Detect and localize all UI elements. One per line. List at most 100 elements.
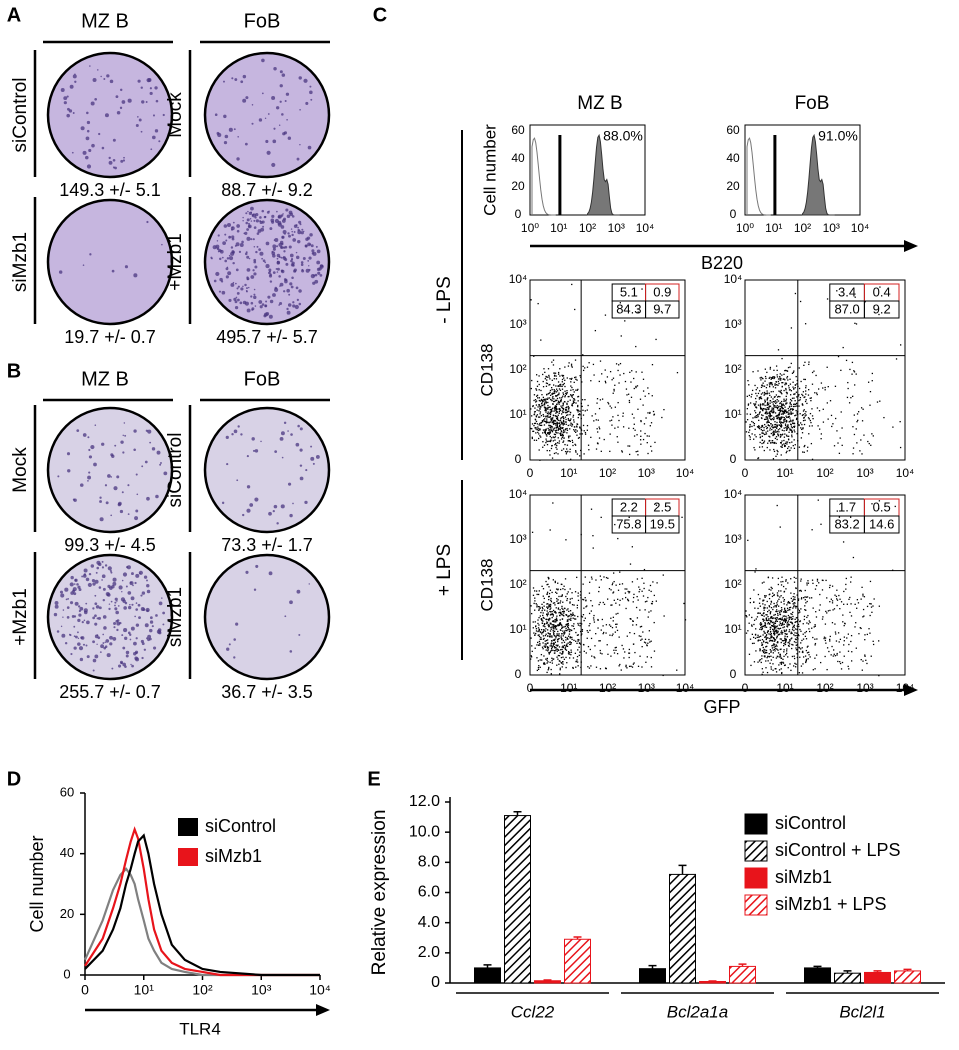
event-dot: [538, 594, 539, 595]
event-dot: [543, 635, 544, 636]
event-dot: [537, 303, 538, 304]
colony: [307, 242, 311, 246]
event-dot: [539, 408, 540, 409]
event-dot: [625, 597, 626, 598]
event-dot: [611, 425, 612, 426]
event-dot: [802, 647, 803, 648]
colony: [275, 219, 279, 223]
event-dot: [783, 649, 784, 650]
event-dot: [862, 595, 863, 596]
event-dot: [541, 633, 542, 634]
axis-label: B220: [701, 253, 743, 273]
event-dot: [900, 447, 901, 448]
event-dot: [568, 436, 569, 437]
event-dot: [561, 608, 562, 609]
colony: [76, 429, 79, 432]
event-dot: [557, 589, 558, 590]
event-dot: [636, 434, 637, 435]
event-dot: [762, 430, 763, 431]
event-dot: [556, 635, 557, 636]
event-dot: [562, 416, 563, 417]
event-dot: [785, 622, 786, 623]
event-dot: [781, 619, 782, 620]
colony: [242, 99, 246, 103]
event-dot: [803, 410, 804, 411]
event-dot: [756, 401, 757, 402]
colony: [87, 121, 90, 124]
event-dot: [547, 614, 548, 615]
event-dot: [747, 408, 748, 409]
event-dot: [534, 610, 535, 611]
event-dot: [826, 669, 827, 670]
event-dot: [599, 587, 600, 588]
event-dot: [794, 423, 795, 424]
event-dot: [591, 509, 592, 510]
event-dot: [583, 614, 584, 615]
event-dot: [644, 423, 645, 424]
event-dot: [569, 602, 570, 603]
event-dot: [635, 386, 636, 387]
event-dot: [560, 390, 561, 391]
colony: [132, 585, 134, 587]
colony: [281, 113, 284, 116]
colony: [237, 230, 240, 233]
event-dot: [573, 429, 574, 430]
event-dot: [766, 422, 767, 423]
event-dot: [564, 383, 565, 384]
event-dot: [557, 425, 558, 426]
colony: [124, 637, 127, 640]
event-dot: [769, 598, 770, 599]
event-dot: [783, 440, 784, 441]
event-dot: [809, 631, 810, 632]
event-dot: [571, 395, 572, 396]
axis-label: CD138: [477, 344, 496, 397]
event-dot: [871, 612, 872, 613]
event-dot: [546, 440, 547, 441]
event-dot: [566, 644, 567, 645]
event-dot: [599, 437, 600, 438]
event-dot: [774, 633, 775, 634]
event-dot: [773, 649, 774, 650]
colony: [253, 296, 256, 299]
event-dot: [763, 647, 764, 648]
event-dot: [829, 587, 830, 588]
event-dot: [572, 667, 573, 668]
event-dot: [537, 429, 538, 430]
event-dot: [773, 615, 774, 616]
event-dot: [805, 390, 806, 391]
event-dot: [777, 451, 778, 452]
event-dot: [790, 408, 791, 409]
event-dot: [765, 646, 766, 647]
colony: [103, 588, 106, 591]
event-dot: [770, 631, 771, 632]
event-dot: [560, 629, 561, 630]
colony: [292, 301, 294, 303]
event-dot: [551, 387, 552, 388]
event-dot: [561, 428, 562, 429]
event-dot: [587, 425, 588, 426]
event-dot: [799, 610, 800, 611]
event-dot: [755, 628, 756, 629]
event-dot: [760, 405, 761, 406]
event-dot: [791, 617, 792, 618]
event-dot: [546, 422, 547, 423]
event-dot: [541, 610, 542, 611]
event-dot: [643, 583, 644, 584]
event-dot: [784, 412, 785, 413]
colony: [253, 261, 256, 264]
event-dot: [771, 391, 772, 392]
gated-histogram: [803, 135, 835, 215]
colony: [77, 631, 79, 633]
event-dot: [799, 388, 800, 389]
event-dot: [786, 441, 787, 442]
event-dot: [540, 639, 541, 640]
colony: [276, 268, 278, 270]
event-dot: [591, 577, 592, 578]
event-dot: [648, 611, 649, 612]
event-dot: [749, 623, 750, 624]
x-tick-label: 10²: [816, 681, 833, 695]
event-dot: [807, 580, 808, 581]
event-dot: [554, 628, 555, 629]
event-dot: [547, 441, 548, 442]
